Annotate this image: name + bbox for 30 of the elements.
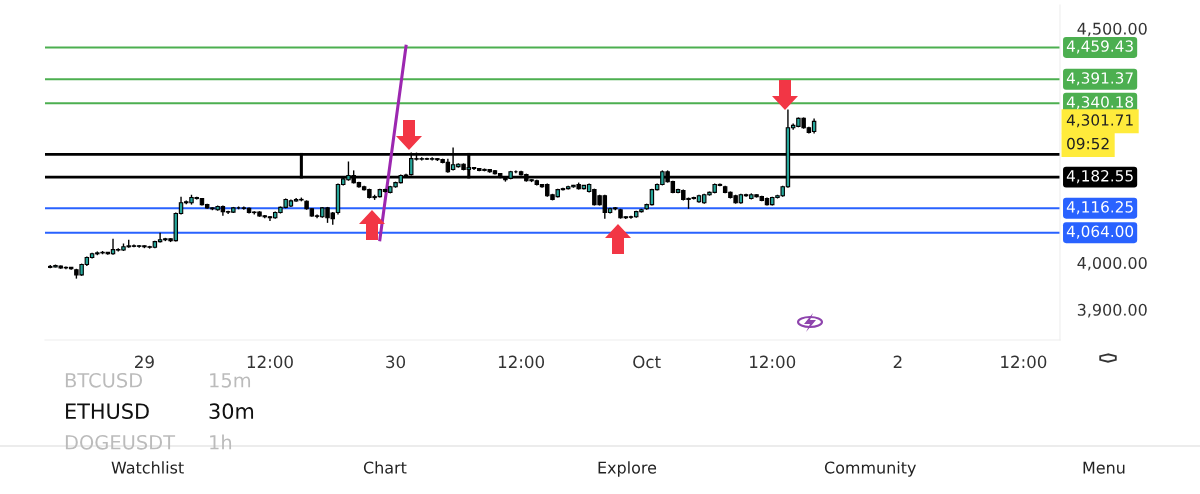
text: Explore <box>598 461 657 477</box>
x-tick-label: 30 <box>386 355 406 369</box>
x-tick-label: 2 <box>893 355 902 368</box>
ref-line-label: 4,064.00 <box>1066 225 1134 239</box>
x-tick-label: 12:00 <box>750 355 796 369</box>
y-tick-label: 3,900.00 <box>1077 303 1147 318</box>
x-tick-label: Oct <box>633 355 661 369</box>
y-tick-label: 4,500.00 <box>1077 22 1147 37</box>
ref-line-label: 4,116.25 <box>1066 201 1133 215</box>
text: Watchlist <box>111 461 184 474</box>
text: 4,301.71 <box>1066 114 1133 128</box>
text: 1h <box>210 434 232 450</box>
x-tick-label: 12:00 <box>498 355 545 369</box>
text: 15m <box>210 373 251 388</box>
text: 30m <box>209 403 254 420</box>
x-tick-label: 12:00 <box>247 355 293 369</box>
text: DOGEUSDT <box>65 434 176 450</box>
y-tick-label: 4,000.00 <box>1077 256 1147 271</box>
x-tick-label: 12:00 <box>1001 355 1047 369</box>
ref-line-label: 4,391.37 <box>1066 72 1133 86</box>
ref-line-label: 4,459.43 <box>1066 40 1133 54</box>
text: Chart <box>363 461 407 474</box>
ref-line-label: 4,340.18 <box>1066 96 1134 110</box>
text: BTCUSD <box>65 372 143 388</box>
text: Community <box>824 461 916 477</box>
ref-line-label: 4,182.55 <box>1066 170 1133 184</box>
text: Menu <box>1083 461 1125 474</box>
x-tick-label: 29 <box>135 355 154 369</box>
text: 09:52 <box>1067 137 1109 150</box>
text: ETHUSD <box>66 403 149 420</box>
